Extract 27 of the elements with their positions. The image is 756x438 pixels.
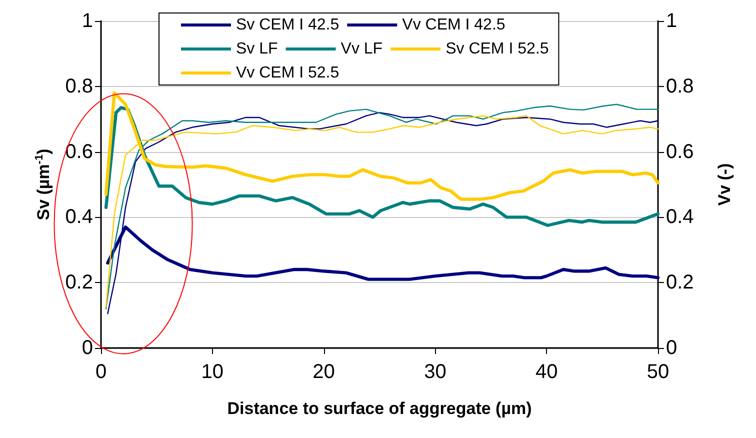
y2-tick-label: 0.4 xyxy=(666,206,694,228)
y2-tick-label: 0 xyxy=(666,337,678,359)
y2-tick-label: 0.8 xyxy=(666,75,694,98)
x-tick-label: 40 xyxy=(535,361,558,383)
x-tick-label: 30 xyxy=(424,361,446,383)
x-tick-label: 0 xyxy=(95,361,107,383)
y2-tick-label: 1 xyxy=(666,10,678,32)
y-tick-label: 0.8 xyxy=(65,75,93,98)
x-axis-title: Distance to surface of aggregate (µm) xyxy=(227,399,532,418)
y2-tick-label: 0.2 xyxy=(666,272,694,294)
y2-tick-label: 0.6 xyxy=(666,140,694,163)
x-tick-label: 20 xyxy=(312,361,335,383)
y-tick-label: 0.4 xyxy=(65,206,93,228)
legend-label: Vv CEM I 52.5 xyxy=(236,64,340,82)
legend-label: Sv CEM I 52.5 xyxy=(446,40,549,58)
x-tick-label: 50 xyxy=(646,361,670,383)
y2-axis-title: Vv (-) xyxy=(715,163,734,206)
legend-label: Sv CEM I 42.5 xyxy=(236,16,340,34)
y-tick-label: 0.2 xyxy=(65,272,93,294)
legend-label: Sv LF xyxy=(236,40,278,58)
x-tick-label: 10 xyxy=(201,361,224,383)
y-tick-label: 0 xyxy=(82,337,93,359)
y-axis-title: Sv (µm-1) xyxy=(34,148,53,220)
legend-label: Vv CEM I 42.5 xyxy=(402,16,506,34)
y-tick-label: 0.6 xyxy=(65,140,93,163)
legend-label: Vv LF xyxy=(340,40,383,58)
y-tick-label: 1 xyxy=(82,10,93,32)
